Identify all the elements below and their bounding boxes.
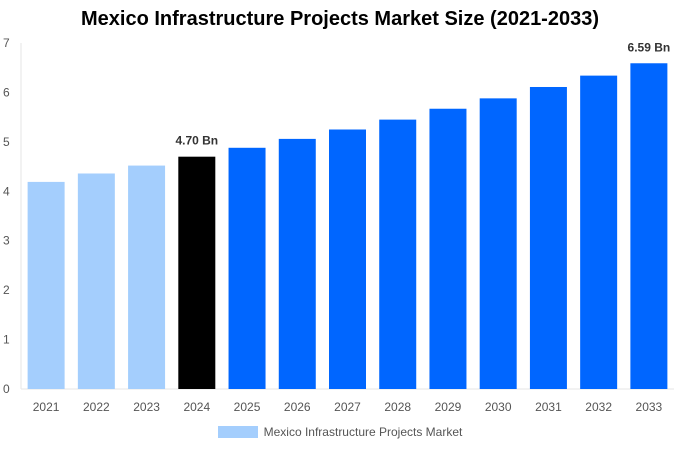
- chart-title: Mexico Infrastructure Projects Market Si…: [81, 8, 599, 30]
- x-tick-label: 2028: [384, 400, 411, 414]
- bar-2023: [128, 165, 166, 389]
- data-label-2024: 4.70 Bn: [175, 134, 218, 148]
- x-tick-label: 2026: [284, 400, 311, 414]
- x-tick-label: 2025: [234, 400, 261, 414]
- bar-2032: [580, 75, 618, 389]
- data-label-2033: 6.59 Bn: [628, 40, 671, 54]
- bar-2031: [529, 86, 567, 390]
- bar-2024: [178, 156, 216, 389]
- bar-2029: [429, 108, 467, 390]
- legend-label: Mexico Infrastructure Projects Market: [263, 425, 463, 439]
- bar-2026: [278, 138, 316, 389]
- x-tick-label: 2031: [535, 400, 562, 414]
- y-tick-label: 1: [3, 333, 10, 347]
- bar-2030: [479, 98, 517, 390]
- y-tick-label: 4: [3, 184, 10, 198]
- legend: Mexico Infrastructure Projects Market: [0, 425, 680, 439]
- bar-2022: [77, 173, 115, 389]
- legend-swatch: [217, 426, 258, 438]
- y-tick-label: 7: [3, 36, 10, 50]
- y-tick-label: 5: [3, 135, 10, 149]
- x-tick-label: 2023: [133, 400, 160, 414]
- bar-2025: [228, 147, 266, 389]
- bar-2027: [329, 129, 366, 389]
- y-tick-label: 2: [3, 283, 10, 297]
- x-tick-label: 2033: [636, 400, 663, 414]
- bar-2021: [27, 181, 65, 389]
- x-tick-label: 2030: [485, 400, 512, 414]
- y-tick-label: 6: [3, 85, 10, 99]
- x-tick-label: 2029: [435, 400, 462, 414]
- bar-2028: [379, 119, 417, 389]
- x-tick-label: 2022: [83, 400, 110, 414]
- x-tick-label: 2032: [585, 400, 612, 414]
- x-tick-label: 2021: [33, 400, 60, 414]
- x-tick-label: 2027: [334, 400, 361, 414]
- y-tick-label: 0: [3, 382, 10, 396]
- x-tick-label: 2024: [183, 400, 210, 414]
- y-tick-label: 3: [3, 234, 10, 248]
- bar-2033: [630, 63, 668, 389]
